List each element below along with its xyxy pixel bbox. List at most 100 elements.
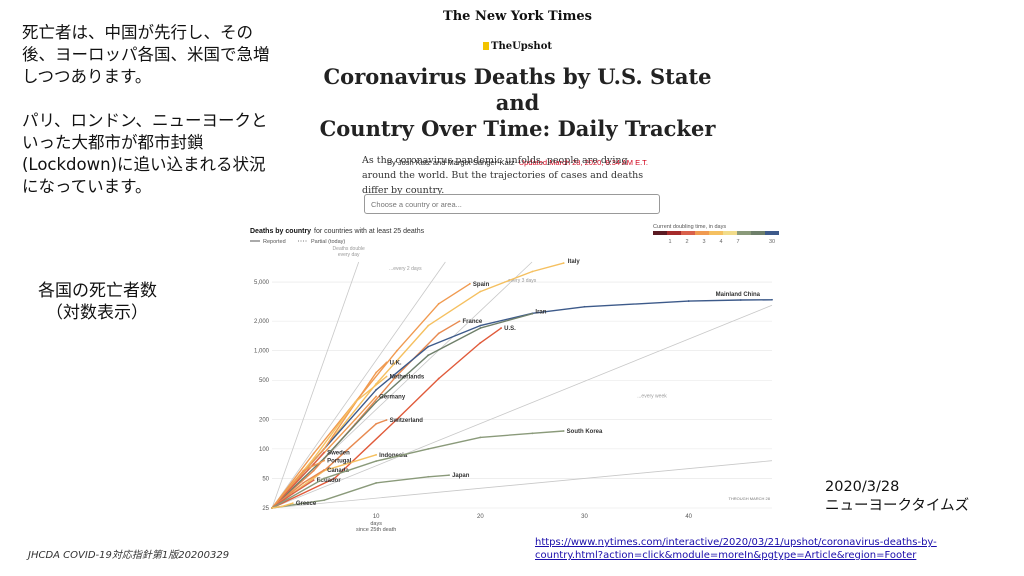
series-point — [271, 507, 273, 509]
series-point — [291, 502, 294, 505]
series-point — [375, 371, 378, 374]
series-line — [271, 361, 388, 509]
series-point — [323, 477, 325, 480]
x-tick-label: 20 — [477, 514, 484, 520]
headline-line-1: Coronavirus Deaths by U.S. State and — [323, 64, 712, 115]
series-point — [427, 475, 430, 478]
series-point — [323, 457, 325, 460]
doubling-guide-line — [271, 460, 773, 509]
series-point — [375, 395, 378, 398]
color-legend-label: 4 — [719, 239, 722, 245]
country-search-input[interactable]: Choose a country or area... — [364, 194, 660, 214]
series-label: U.K. — [390, 360, 402, 366]
series-point — [323, 499, 325, 502]
series-point — [302, 482, 305, 484]
color-legend-swatch — [695, 231, 709, 235]
series-point — [302, 469, 305, 472]
color-legend-swatch — [681, 231, 695, 235]
color-legend-label: 1 — [668, 239, 671, 245]
byline-updated: Updated March 28, 2020, 8:34 AM E.T. — [518, 158, 648, 167]
series-point — [531, 432, 534, 435]
series-label: Iran — [535, 310, 546, 316]
chart-caption: 各国の死亡者数 （対数表示） — [38, 280, 157, 324]
series-point — [375, 388, 378, 391]
y-tick-label: 500 — [259, 378, 270, 384]
series-point — [687, 300, 690, 302]
series-point — [385, 361, 388, 364]
series-label: U.S. — [504, 326, 516, 332]
guide-label: every day — [338, 252, 360, 258]
series-point — [427, 324, 430, 327]
x-tick-label: 40 — [685, 514, 692, 520]
color-legend-label: 2 — [685, 239, 688, 245]
series-point — [469, 282, 471, 285]
series-point — [385, 375, 388, 378]
y-tick-label: 25 — [262, 506, 269, 512]
article-screenshot: The New York Times TheUpshot Coronavirus… — [300, 5, 735, 167]
y-tick-label: 100 — [259, 447, 270, 453]
series-point — [531, 312, 534, 315]
series-point — [312, 479, 315, 482]
article-byline: By Josh Katz and Margot Sanger-Katz Upda… — [300, 158, 735, 167]
series-line — [271, 283, 471, 509]
series-point — [375, 401, 378, 403]
series-point — [479, 342, 482, 344]
series-line — [271, 320, 460, 509]
upshot-section[interactable]: TheUpshot — [300, 41, 735, 52]
x-axis-label-line2: since 25th death — [356, 527, 396, 533]
series-point — [396, 349, 398, 352]
doubling-guide-line — [271, 261, 446, 509]
series-label: Mainland China — [716, 292, 761, 298]
nyt-masthead[interactable]: The New York Times — [443, 9, 592, 24]
series-point — [437, 332, 440, 335]
series-label: France — [463, 319, 483, 325]
guide-label: ...every week — [637, 393, 667, 399]
x-tick-label: 30 — [581, 514, 588, 520]
color-legend-swatch — [737, 231, 751, 235]
series-point — [479, 324, 482, 327]
color-legend-swatch — [723, 231, 737, 235]
legend-partial-label: Partial (today) — [311, 239, 345, 245]
series-label: Spain — [473, 282, 490, 288]
annotation-paragraph-2: パリ、ロンドン、ニューヨークといった大都市が都市封鎖(Lockdown)に追い込… — [22, 111, 268, 196]
series-line — [271, 262, 564, 509]
series-line — [271, 313, 533, 509]
series-point — [437, 302, 440, 305]
series-point — [312, 469, 315, 472]
series-point — [281, 505, 284, 508]
annotation-text: 死亡者は、中国が先行し、その後、ヨーロッパ各国、米国で急増しつつあります。 パリ… — [22, 22, 277, 220]
series-point — [427, 345, 430, 348]
series-point — [375, 482, 378, 484]
series-point — [427, 354, 430, 357]
date-note-source: ニューヨークタイムズ — [825, 498, 970, 514]
series-point — [437, 377, 440, 380]
footer-note: JHCDA COVID-19対応指針第1版20200329 — [28, 550, 230, 561]
y-tick-label: 2,000 — [254, 319, 270, 325]
source-link[interactable]: https://www.nytimes.com/interactive/2020… — [535, 537, 937, 561]
y-tick-label: 50 — [262, 476, 269, 482]
y-tick-label: 1,000 — [254, 349, 270, 355]
series-label: Germany — [379, 394, 406, 400]
series-point — [323, 459, 325, 462]
series-point — [323, 469, 325, 471]
series-point — [562, 430, 565, 432]
chart-caption-subtitle: （対数表示） — [46, 303, 148, 323]
color-legend-label: 30 — [769, 239, 775, 245]
series-point — [375, 422, 378, 425]
article-intro: As the coronavirus pandemic unfolds, peo… — [362, 155, 644, 196]
doubling-guide-line — [271, 304, 773, 509]
y-tick-label: 200 — [259, 417, 270, 423]
color-legend-swatch — [667, 231, 681, 235]
series-point — [562, 262, 565, 264]
color-legend-label: 7 — [736, 239, 739, 245]
series-label: Netherlands — [390, 374, 425, 380]
doubling-guide-line — [271, 261, 360, 509]
series-point — [531, 270, 534, 273]
series-line — [271, 430, 564, 509]
series-label: Portugal — [327, 459, 352, 465]
series-point — [427, 447, 430, 450]
series-point — [323, 447, 325, 450]
series-point — [375, 453, 378, 456]
color-legend-title: Current doubling time, in days — [653, 224, 726, 230]
series-label: Switzerland — [390, 418, 424, 424]
